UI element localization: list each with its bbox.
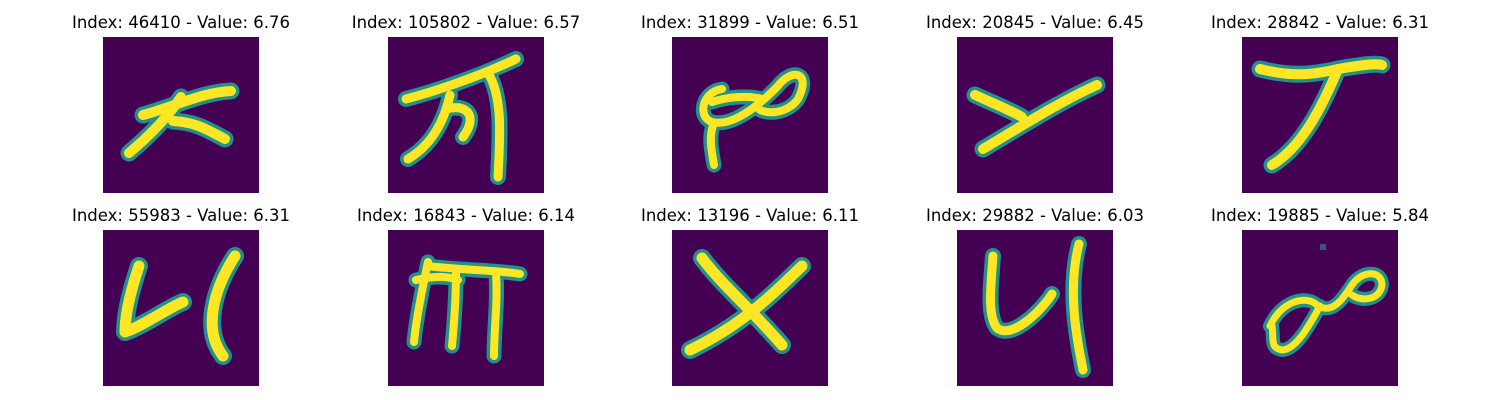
glyph-drawing (1251, 55, 1391, 174)
panel-title: Index: 55983 - Value: 6.31 (71, 206, 290, 225)
glyph-drawing (966, 76, 1106, 158)
panel-title: Index: 31899 - Value: 6.51 (640, 13, 859, 32)
glyph-image (1242, 230, 1398, 386)
glyph-drawing (1263, 244, 1389, 357)
glyph-drawing (406, 254, 528, 364)
panel-title: Index: 46410 - Value: 6.76 (71, 13, 290, 32)
glyph-drawing (398, 51, 524, 185)
glyph-image (388, 37, 544, 193)
glyph-image (103, 37, 259, 193)
glyph-image (672, 37, 828, 193)
panel-title: Index: 16843 - Value: 6.14 (356, 206, 575, 225)
panel-title: Index: 105802 - Value: 6.57 (351, 13, 581, 32)
glyph-image (957, 37, 1113, 193)
glyph-image (957, 230, 1113, 386)
glyph-image (103, 230, 259, 386)
panel-title: Index: 28842 - Value: 6.31 (1210, 13, 1429, 32)
panel-title: Index: 29882 - Value: 6.03 (925, 206, 1144, 225)
glyph-image (388, 230, 544, 386)
glyph-drawing (116, 247, 244, 365)
glyph-image (1242, 37, 1398, 193)
glyph-drawing (120, 82, 240, 162)
panel-title: Index: 20845 - Value: 6.45 (925, 13, 1144, 32)
glyph-drawing (982, 236, 1091, 378)
panel-title: Index: 19885 - Value: 5.84 (1210, 206, 1429, 225)
glyph-image (672, 230, 828, 386)
glyph-drawing (695, 67, 811, 173)
glyph-drawing (681, 249, 811, 359)
panel-title: Index: 13196 - Value: 6.11 (640, 206, 859, 225)
